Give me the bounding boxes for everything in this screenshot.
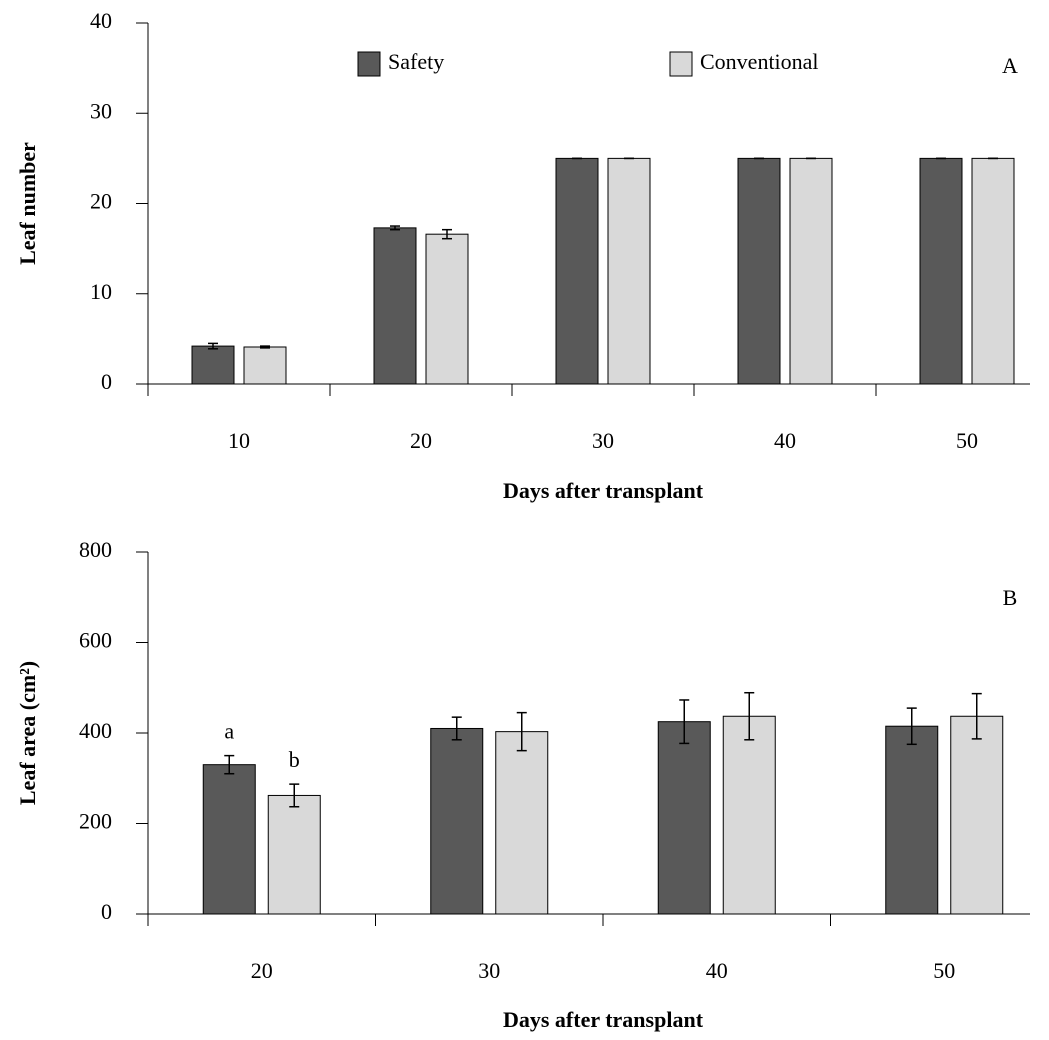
annotation: a (224, 719, 234, 744)
annotation: b (289, 747, 300, 772)
bar (608, 158, 650, 384)
legend-label: Safety (388, 49, 444, 74)
y-tick-label: 20 (90, 189, 112, 214)
y-axis-label: Leaf number (15, 142, 40, 265)
panel-label: A (1002, 53, 1018, 78)
bar (203, 765, 255, 914)
y-tick-label: 30 (90, 98, 112, 123)
bar (192, 346, 234, 384)
y-tick-label: 200 (79, 809, 112, 834)
x-tick-label: 40 (774, 428, 796, 453)
legend-label: Conventional (700, 49, 819, 74)
y-tick-label: 600 (79, 628, 112, 653)
bar (374, 228, 416, 384)
y-tick-label: 10 (90, 279, 112, 304)
bar (426, 234, 468, 384)
y-tick-label: 400 (79, 718, 112, 743)
bar (496, 732, 548, 914)
x-tick-label: 30 (592, 428, 614, 453)
figure: 0 10 20 30 40 10 20 30 40 50 A Days after transplan… (0, 0, 1049, 1040)
bar (431, 728, 483, 914)
bar (244, 347, 286, 384)
bar (951, 716, 1003, 914)
y-tick-label: 0 (101, 899, 112, 924)
y-tick-label: 800 (79, 537, 112, 562)
x-tick-label: 10 (228, 428, 250, 453)
y-axis-label: Leaf area (cm²) (15, 661, 40, 805)
x-tick-label: 50 (956, 428, 978, 453)
bar (268, 795, 320, 914)
y-tick-label: 0 (101, 369, 112, 394)
bar (738, 158, 780, 384)
x-tick-label: 40 (706, 958, 728, 983)
x-tick-label: 20 (251, 958, 273, 983)
bar (920, 158, 962, 384)
legend-swatch (358, 52, 380, 76)
x-tick-label: 20 (410, 428, 432, 453)
panel-label: B (1003, 585, 1018, 610)
bar (723, 716, 775, 914)
bar (790, 158, 832, 384)
bar (658, 722, 710, 914)
bar (556, 158, 598, 384)
x-tick-label: 50 (933, 958, 955, 983)
x-axis-label: Days after transplant (503, 1007, 704, 1032)
x-axis-label: Days after transplant (503, 478, 704, 503)
legend-swatch (670, 52, 692, 76)
bar (972, 158, 1014, 384)
y-tick-label: 40 (90, 8, 112, 33)
x-tick-label: 30 (478, 958, 500, 983)
bar (886, 726, 938, 914)
